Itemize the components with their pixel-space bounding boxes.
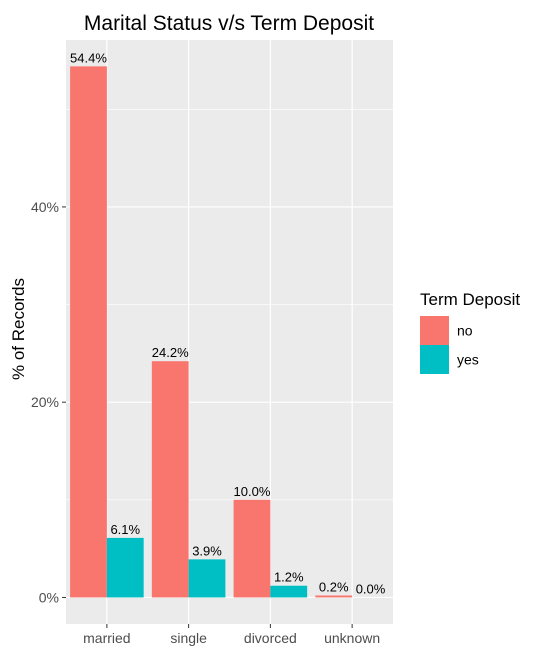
data-labels: 54.4% 6.1% 24.2% 3.9% 10.0% 1.2% 0.2% 0.0% [70, 50, 386, 596]
x-tick-label-married: married [83, 630, 130, 646]
bar-yes-married [106, 537, 144, 598]
data-label-no-unknown: 0.2% [319, 579, 349, 594]
y-axis-label: % of Records [9, 278, 28, 380]
x-tick-label-divorced: divorced [244, 630, 297, 646]
data-label-no-single: 24.2% [152, 345, 189, 360]
data-label-yes-married: 6.1% [110, 522, 140, 537]
data-label-yes-divorced: 1.2% [274, 570, 304, 585]
data-label-yes-unknown: 0.0% [356, 581, 386, 596]
y-tick-label: 40% [31, 199, 59, 215]
x-tick-label-unknown: unknown [324, 630, 380, 646]
y-tick-label: 20% [31, 394, 59, 410]
chart-title: Marital Status v/s Term Deposit [84, 12, 374, 35]
y-tick-label: 0% [39, 589, 59, 605]
bar-no-single [151, 361, 189, 598]
legend-label-no: no [457, 323, 473, 339]
plot-panel [66, 40, 393, 624]
data-label-no-married: 54.4% [70, 50, 107, 65]
data-label-no-divorced: 10.0% [234, 484, 271, 499]
x-axis: married single divorced unknown [83, 624, 380, 646]
minor-gridlines [66, 109, 393, 501]
legend-title: Term Deposit [420, 290, 520, 309]
bar-no-unknown [315, 595, 353, 598]
bar-yes-divorced [270, 585, 308, 598]
bar-yes-single [188, 559, 226, 598]
data-label-yes-single: 3.9% [192, 543, 222, 558]
x-tick-label-single: single [170, 630, 207, 646]
bar-no-married [70, 66, 107, 598]
y-axis: 0% 20% 40% [31, 199, 66, 605]
legend-label-yes: yes [457, 352, 479, 368]
bar-no-divorced [233, 499, 271, 598]
legend-key-no [420, 316, 449, 345]
bars [70, 66, 389, 598]
legend: Term Deposit no yes [420, 290, 520, 374]
legend-key-yes [420, 345, 449, 374]
